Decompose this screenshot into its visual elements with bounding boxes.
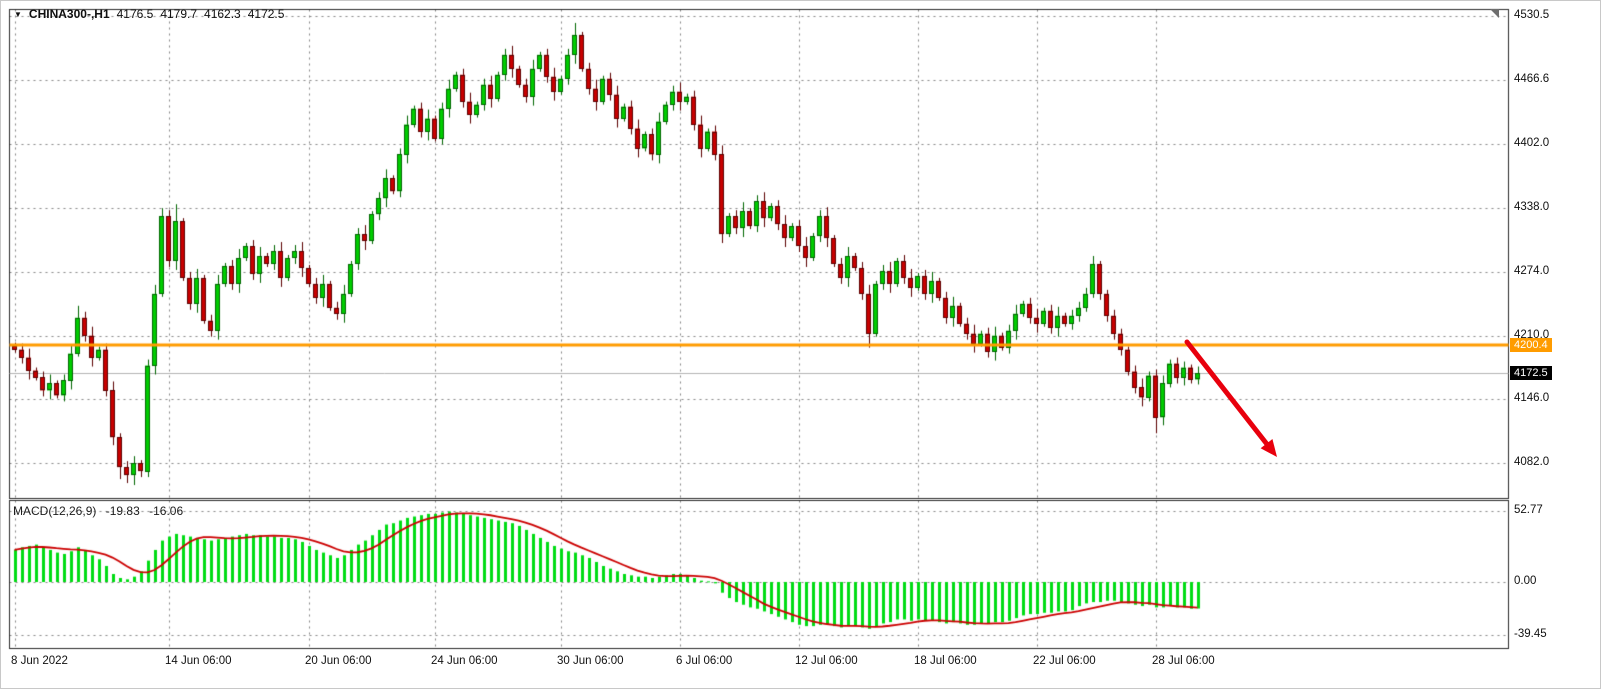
macd-tick-label: 52.77	[1514, 504, 1543, 516]
price-tick-label: 4466.6	[1514, 73, 1550, 85]
price-tick-label: 4082.0	[1514, 456, 1550, 468]
hline-price-tag: 4200.4	[1510, 338, 1552, 352]
chart-shift-marker-icon[interactable]	[1490, 9, 1499, 18]
time-tick-label: 30 Jun 06:00	[557, 655, 624, 667]
macd-name: MACD(12,26,9)	[13, 504, 97, 518]
time-tick-label: 28 Jul 06:00	[1152, 655, 1215, 667]
symbol-period-label: CHINA300-,H1	[28, 7, 110, 21]
macd-hist-value: -19.83	[105, 504, 140, 518]
macd-signal-value: -16.06	[149, 504, 184, 518]
price-tick-label: 4338.0	[1514, 201, 1550, 213]
time-tick-label: 18 Jul 06:00	[914, 655, 977, 667]
time-tick-label: 14 Jun 06:00	[165, 655, 232, 667]
price-tick-label: 4146.0	[1514, 392, 1550, 404]
time-tick-label: 20 Jun 06:00	[305, 655, 372, 667]
chart-header: ▼ CHINA300-,H1 4176.5 4179.7 4162.3 4172…	[14, 7, 284, 21]
ohlc-close-value: 4172.5	[247, 7, 285, 21]
price-tick-label: 4274.0	[1514, 265, 1550, 277]
macd-indicator-label: MACD(12,26,9) -19.83 -16.06	[13, 504, 189, 518]
price-tick-label: 4530.5	[1514, 9, 1550, 21]
time-tick-label: 6 Jul 06:00	[676, 655, 733, 667]
macd-tick-label: -39.45	[1514, 628, 1547, 640]
time-tick-label: 8 Jun 2022	[11, 655, 68, 667]
time-tick-label: 24 Jun 06:00	[431, 655, 498, 667]
symbol-dropdown-icon[interactable]: ▼	[14, 9, 22, 19]
price-tick-label: 4402.0	[1514, 137, 1550, 149]
ohlc-open-value: 4176.5	[116, 7, 154, 21]
time-tick-label: 22 Jul 06:00	[1033, 655, 1096, 667]
time-tick-label: 12 Jul 06:00	[795, 655, 858, 667]
ohlc-low-value: 4162.3	[204, 7, 241, 21]
ohlc-high-value: 4179.7	[160, 7, 198, 21]
bid-price-tag: 4172.5	[1510, 366, 1552, 380]
macd-tick-label: 0.00	[1514, 575, 1537, 587]
